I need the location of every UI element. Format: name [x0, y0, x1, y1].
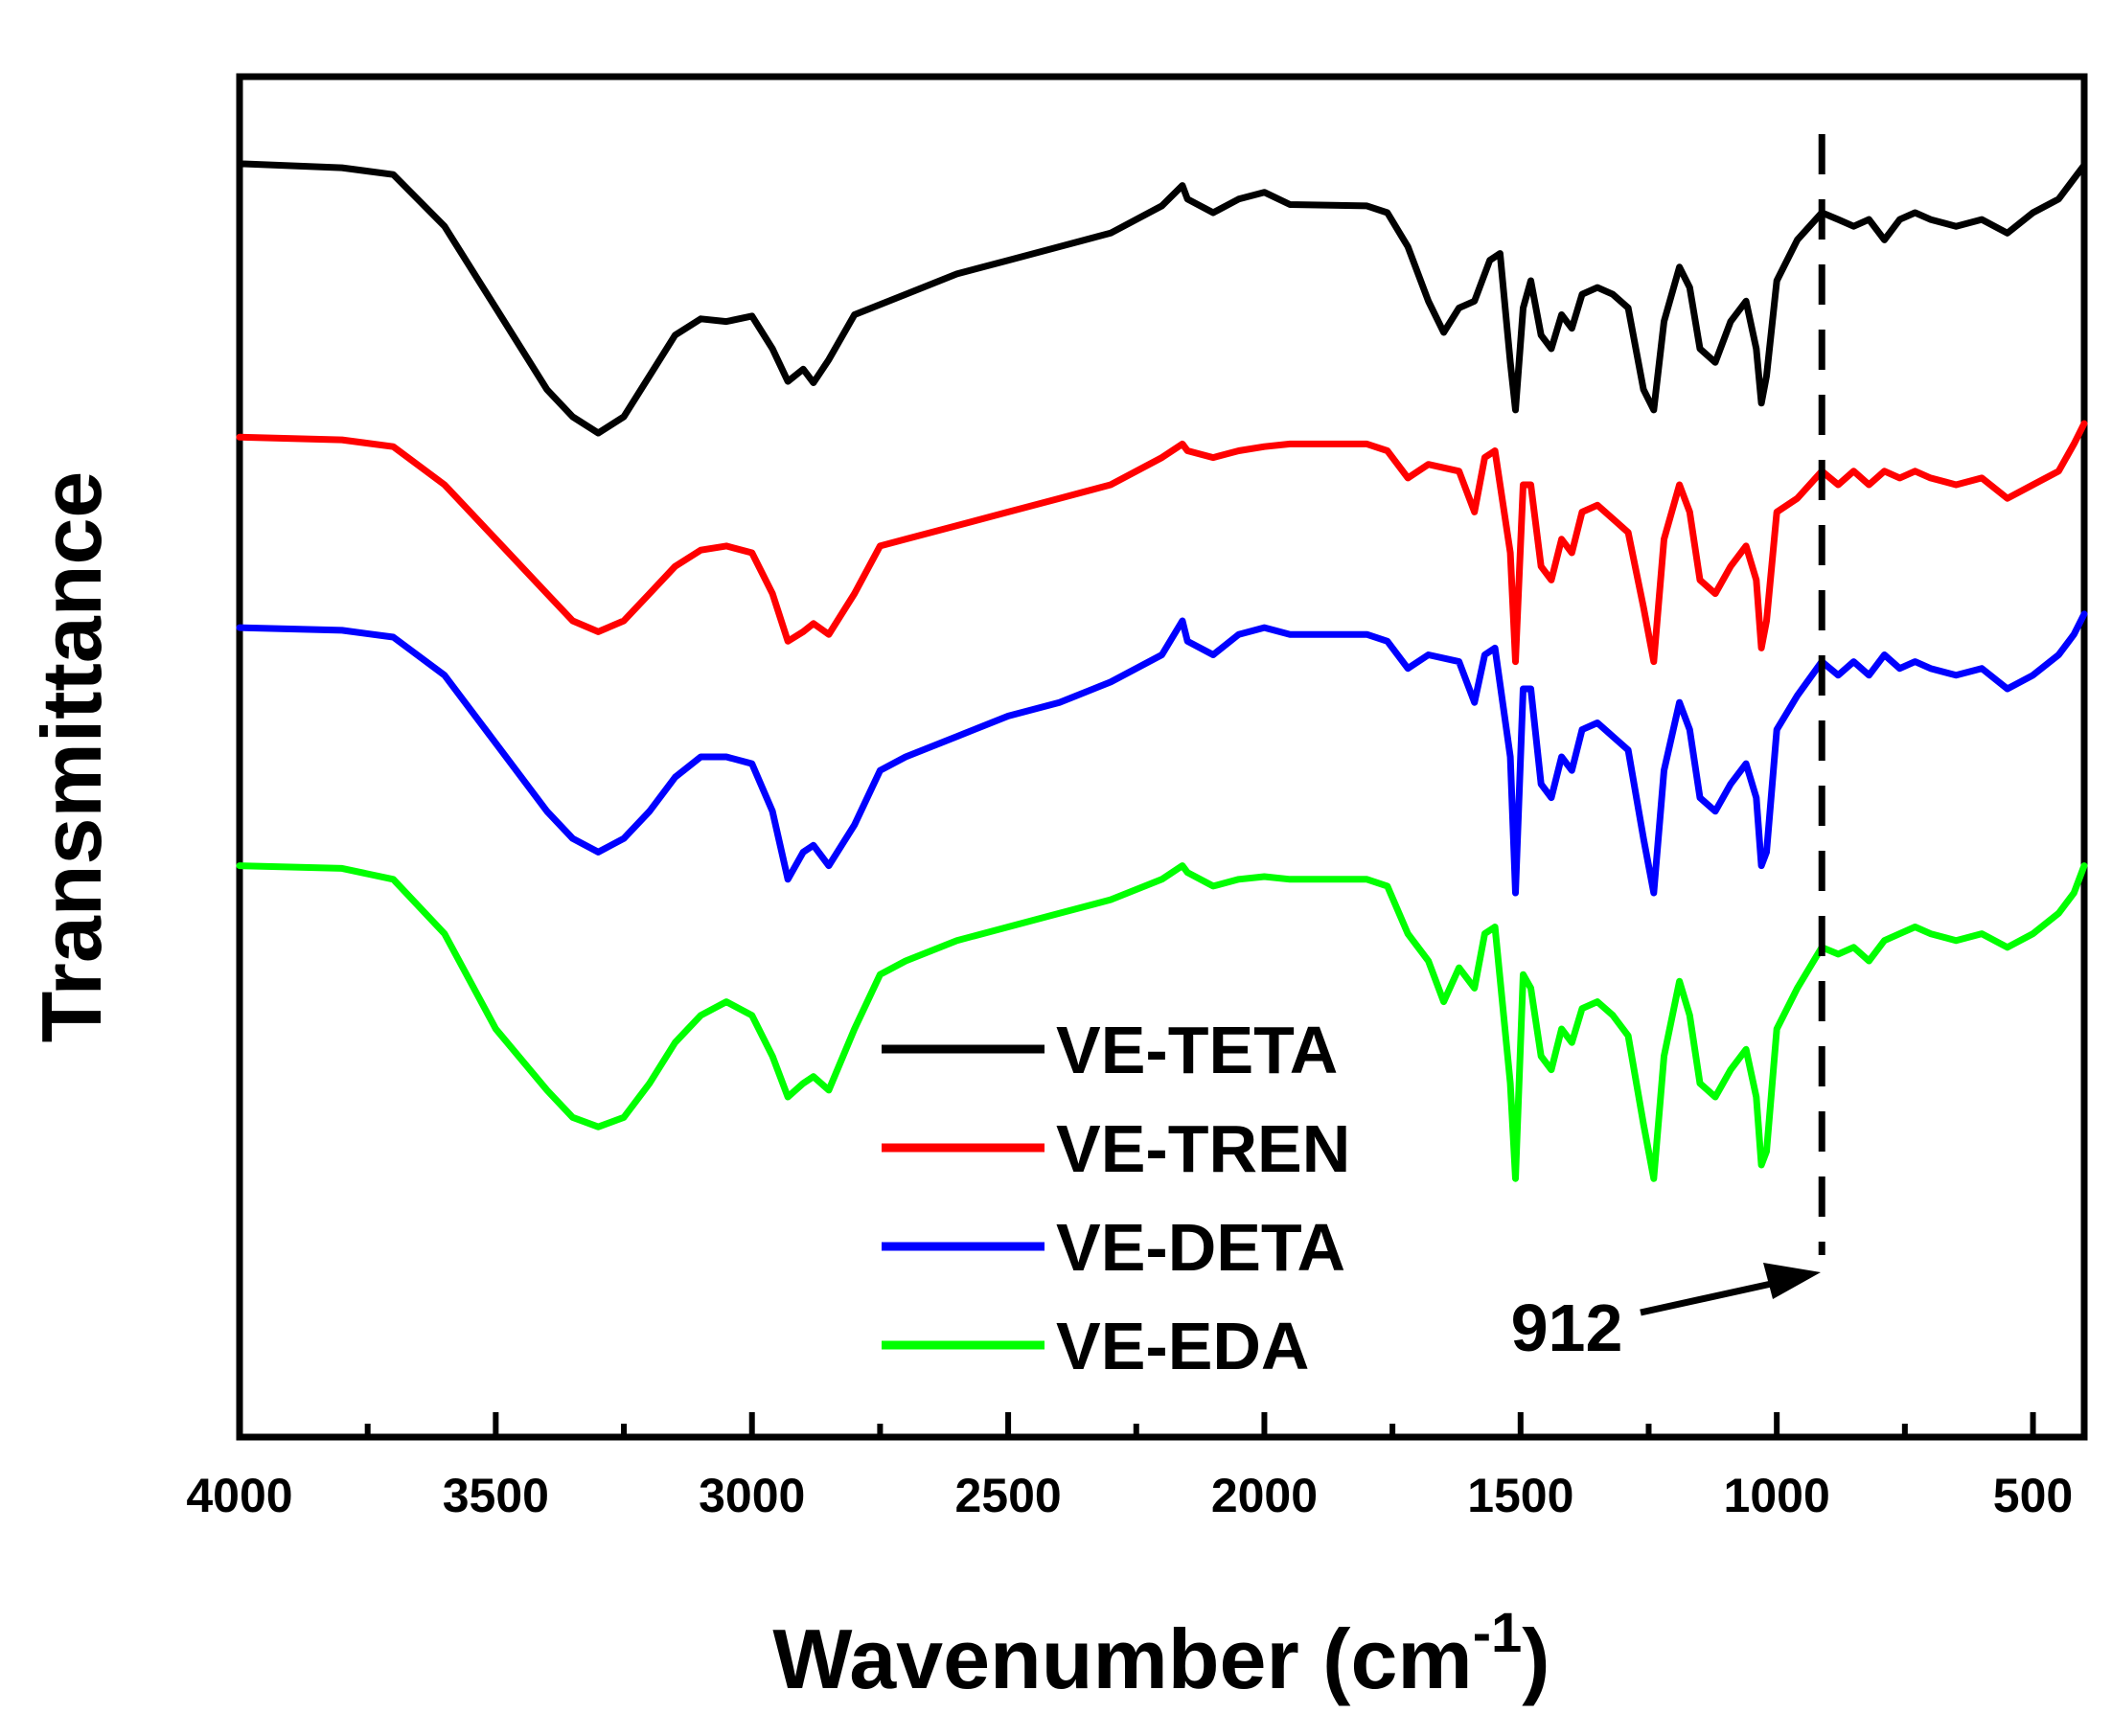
annotation-label: 912 [1511, 1291, 1623, 1365]
series-line-ve-teta [236, 160, 2088, 437]
x-axis-title-main: Wavenumber (cm [772, 1611, 1472, 1706]
legend-label-ve-eda: VE-EDA [1056, 1309, 1309, 1383]
series-line-ve-tren [236, 420, 2088, 666]
series-line-ve-deta [236, 610, 2088, 897]
annotation-arrow-head [1763, 1263, 1821, 1299]
legend-label-ve-tren: VE-TREN [1056, 1111, 1350, 1186]
x-tick-label: 2500 [954, 1469, 1061, 1522]
x-tick-label: 1000 [1724, 1469, 1830, 1522]
x-tick-label: 2000 [1211, 1469, 1318, 1522]
legend-label-ve-teta: VE-TETA [1056, 1013, 1338, 1087]
annotation-layer: 912 [1511, 134, 1825, 1365]
x-axis-ticks: 4000 3500 3000 2500 2000 1500 1000 500 [186, 1412, 2073, 1522]
series-line-ve-eda [236, 862, 2088, 1182]
x-tick-label: 3000 [699, 1469, 805, 1522]
legend-label-ve-deta: VE-DETA [1056, 1210, 1345, 1285]
legend: VE-TETA VE-TREN VE-DETA VE-EDA [882, 1013, 1350, 1383]
x-tick-label: 3500 [443, 1469, 549, 1522]
series-layer [236, 160, 2088, 1182]
y-axis-title: Transmittance [24, 471, 119, 1043]
x-tick-label: 500 [1993, 1469, 2073, 1522]
annotation-arrow-shaft [1640, 1277, 1785, 1316]
x-axis-title: Wavenumber (cm-1) [772, 1602, 1550, 1706]
x-tick-label: 4000 [186, 1469, 292, 1522]
x-tick-label: 1500 [1467, 1469, 1573, 1522]
plot-frame [236, 73, 2088, 1441]
x-axis-title-close: ) [1522, 1611, 1550, 1706]
x-axis-title-sup: -1 [1473, 1602, 1523, 1664]
